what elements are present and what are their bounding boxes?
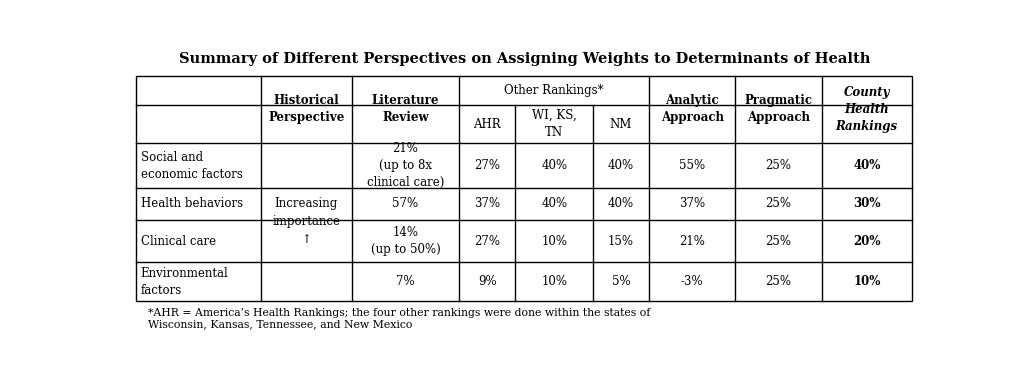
- Text: Social and
economic factors: Social and economic factors: [140, 151, 243, 181]
- Text: NM: NM: [610, 118, 632, 130]
- Text: 25%: 25%: [765, 275, 792, 288]
- Text: 27%: 27%: [474, 234, 501, 248]
- Text: Summary of Different Perspectives on Assigning Weights to Determinants of Health: Summary of Different Perspectives on Ass…: [179, 52, 870, 66]
- Text: 25%: 25%: [765, 159, 792, 172]
- Text: 37%: 37%: [474, 198, 501, 210]
- Text: 25%: 25%: [765, 234, 792, 248]
- Text: 10%: 10%: [542, 275, 567, 288]
- Text: 21%
(up to 8x
clinical care): 21% (up to 8x clinical care): [367, 142, 444, 189]
- Text: Environmental
factors: Environmental factors: [140, 267, 228, 297]
- Text: Clinical care: Clinical care: [140, 234, 216, 248]
- Text: 57%: 57%: [392, 198, 419, 210]
- Text: 40%: 40%: [541, 198, 567, 210]
- Text: 37%: 37%: [679, 198, 706, 210]
- Text: 55%: 55%: [679, 159, 706, 172]
- Text: County
Health
Rankings: County Health Rankings: [836, 86, 898, 133]
- Text: 21%: 21%: [679, 234, 706, 248]
- Text: 5%: 5%: [611, 275, 631, 288]
- Text: 10%: 10%: [542, 234, 567, 248]
- Text: *AHR = America’s Health Rankings; the four other rankings were done within the s: *AHR = America’s Health Rankings; the fo…: [147, 308, 650, 329]
- Text: 15%: 15%: [608, 234, 634, 248]
- Text: WI, KS,
TN: WI, KS, TN: [531, 109, 577, 139]
- Text: 27%: 27%: [474, 159, 501, 172]
- Text: -3%: -3%: [681, 275, 703, 288]
- Text: Other Rankings*: Other Rankings*: [505, 84, 604, 97]
- Text: 14%
(up to 50%): 14% (up to 50%): [371, 226, 440, 256]
- Text: Increasing
importance
↑: Increasing importance ↑: [272, 198, 340, 247]
- Text: 40%: 40%: [853, 159, 881, 172]
- Text: Health behaviors: Health behaviors: [140, 198, 243, 210]
- Text: 40%: 40%: [608, 198, 634, 210]
- Text: Pragmatic
Approach: Pragmatic Approach: [744, 95, 812, 124]
- Text: Literature
Review: Literature Review: [372, 95, 439, 124]
- Text: 10%: 10%: [853, 275, 881, 288]
- Text: 30%: 30%: [853, 198, 881, 210]
- Text: 20%: 20%: [853, 234, 881, 248]
- Text: 40%: 40%: [608, 159, 634, 172]
- Text: Analytic
Approach: Analytic Approach: [660, 95, 724, 124]
- Text: 25%: 25%: [765, 198, 792, 210]
- Text: AHR: AHR: [473, 118, 501, 130]
- Text: 9%: 9%: [478, 275, 497, 288]
- Text: 7%: 7%: [396, 275, 415, 288]
- Text: 40%: 40%: [541, 159, 567, 172]
- Text: Historical
Perspective: Historical Perspective: [268, 95, 344, 124]
